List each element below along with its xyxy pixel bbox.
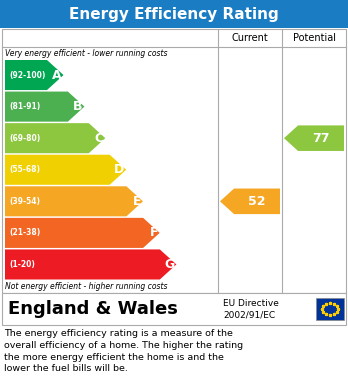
- Text: D: D: [114, 163, 125, 176]
- Text: Energy Efficiency Rating: Energy Efficiency Rating: [69, 7, 279, 22]
- Text: EU Directive
2002/91/EC: EU Directive 2002/91/EC: [223, 299, 279, 319]
- Text: (55-68): (55-68): [9, 165, 40, 174]
- Text: Potential: Potential: [293, 33, 335, 43]
- Text: (1-20): (1-20): [9, 260, 35, 269]
- Text: Very energy efficient - lower running costs: Very energy efficient - lower running co…: [5, 49, 167, 58]
- Text: G: G: [165, 258, 175, 271]
- Polygon shape: [5, 155, 126, 185]
- Polygon shape: [284, 126, 344, 151]
- Bar: [2, 29, 346, 293]
- Polygon shape: [5, 91, 85, 122]
- Bar: [2, 293, 346, 325]
- Polygon shape: [5, 249, 176, 280]
- Text: Current: Current: [232, 33, 268, 43]
- Text: E: E: [133, 195, 141, 208]
- Polygon shape: [5, 123, 105, 153]
- Polygon shape: [220, 188, 280, 214]
- Text: (69-80): (69-80): [9, 134, 40, 143]
- Text: 52: 52: [248, 195, 266, 208]
- Text: B: B: [73, 100, 83, 113]
- Polygon shape: [5, 60, 64, 90]
- Text: The energy efficiency rating is a measure of the
overall efficiency of a home. T: The energy efficiency rating is a measur…: [4, 329, 243, 373]
- Bar: [0, 0, 348, 28]
- Text: (81-91): (81-91): [9, 102, 40, 111]
- Text: (92-100): (92-100): [9, 70, 45, 79]
- Text: 77: 77: [312, 132, 330, 145]
- Text: Not energy efficient - higher running costs: Not energy efficient - higher running co…: [5, 282, 167, 291]
- Bar: [316, 298, 344, 320]
- Text: A: A: [52, 68, 62, 82]
- Text: F: F: [150, 226, 158, 239]
- Polygon shape: [5, 186, 143, 216]
- Text: (39-54): (39-54): [9, 197, 40, 206]
- Text: (21-38): (21-38): [9, 228, 40, 237]
- Text: C: C: [95, 132, 104, 145]
- Text: England & Wales: England & Wales: [8, 300, 178, 318]
- Polygon shape: [5, 218, 160, 248]
